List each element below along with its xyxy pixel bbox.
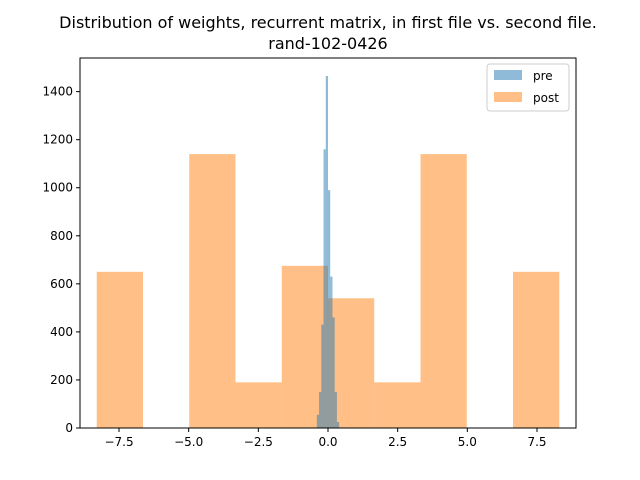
bar-post-7 [420, 154, 467, 429]
y-axis: 0 200 400 600 800 1000 1200 1400 [42, 85, 80, 435]
bar-post-9 [513, 271, 560, 428]
x-tick-label: −2.5 [244, 435, 273, 449]
chart-subtitle: rand-102-0426 [268, 34, 387, 53]
x-tick-label: 2.5 [388, 435, 407, 449]
y-tick-label: 200 [50, 373, 73, 387]
bar-pre-1 [319, 391, 322, 428]
legend-label-pre: pre [533, 69, 553, 83]
bar-pre-4 [325, 76, 328, 429]
x-tick-label: −5.0 [174, 435, 203, 449]
legend-label-post: post [533, 91, 559, 105]
x-tick-label: 5.0 [458, 435, 477, 449]
legend-swatch-post [494, 92, 522, 102]
bar-post-6 [374, 382, 421, 428]
bar-pre-9 [336, 421, 340, 428]
chart-title: Distribution of weights, recurrent matri… [59, 13, 597, 32]
bar-pre-6 [330, 276, 333, 428]
bar-pre-8 [334, 391, 337, 428]
bar-post-3 [235, 382, 282, 428]
bar-pre-0 [316, 414, 320, 428]
y-tick-label: 400 [50, 325, 73, 339]
bar-pre-7 [332, 317, 335, 428]
bar-pre-5 [328, 190, 331, 428]
x-tick-label: −7.5 [104, 435, 133, 449]
bars-layer [96, 76, 560, 429]
y-tick-label: 1200 [42, 133, 73, 147]
bar-pre-2 [321, 324, 324, 428]
bar-post-2 [189, 154, 236, 429]
legend-swatch-pre [494, 70, 522, 80]
y-tick-label: 0 [65, 421, 73, 435]
legend: pre post [486, 63, 570, 112]
x-axis: −7.5 −5.0 −2.5 0.0 2.5 5.0 7.5 [104, 428, 547, 449]
y-tick-label: 600 [50, 277, 73, 291]
y-tick-label: 1000 [42, 181, 73, 195]
y-tick-label: 1400 [42, 85, 73, 99]
x-tick-label: 7.5 [527, 435, 546, 449]
bar-pre-3 [323, 149, 326, 428]
y-tick-label: 800 [50, 229, 73, 243]
bar-post-0 [96, 271, 143, 428]
x-tick-label: 0.0 [318, 435, 337, 449]
